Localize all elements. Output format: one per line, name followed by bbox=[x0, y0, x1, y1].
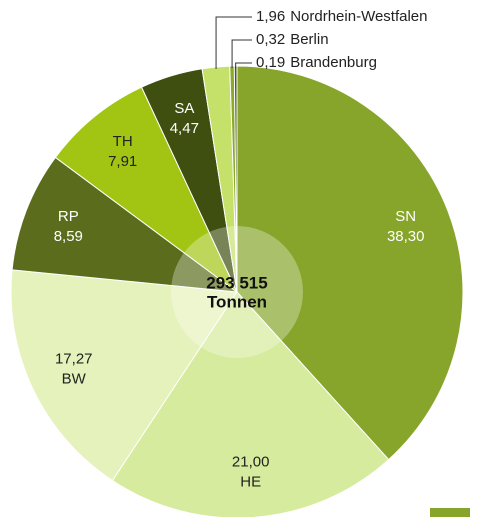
slice-value: 7,91 bbox=[108, 153, 137, 170]
pie-slice bbox=[111, 291, 390, 517]
pie-slice bbox=[54, 86, 238, 293]
slice-label: HE bbox=[240, 473, 261, 490]
center-text: 293 515 bbox=[206, 273, 267, 292]
slice-label: RP bbox=[58, 208, 79, 225]
center-text: Tonnen bbox=[207, 292, 267, 311]
leader-line bbox=[231, 39, 252, 69]
slice-value: 0,32 bbox=[256, 31, 285, 48]
decoration bbox=[430, 508, 470, 517]
slice-value: 1,96 bbox=[256, 8, 285, 25]
slice-value: 38,30 bbox=[387, 228, 425, 245]
leader-line bbox=[235, 62, 252, 69]
small-label: 0,32 Berlin bbox=[256, 31, 329, 48]
slice-label: BW bbox=[62, 371, 87, 388]
slice-value: 0,19 bbox=[256, 54, 285, 71]
slice-label: Berlin bbox=[290, 31, 328, 48]
leader-line bbox=[215, 16, 252, 69]
small-label: 1,96 Nordrhein-Westfalen bbox=[256, 8, 428, 25]
pie-slice bbox=[10, 269, 238, 482]
slice-label: SN bbox=[395, 208, 416, 225]
pie-slice bbox=[236, 65, 464, 461]
slice-value: 21,00 bbox=[232, 453, 270, 470]
slice-value: 4,47 bbox=[170, 120, 199, 137]
slice-label: Brandenburg bbox=[290, 54, 377, 71]
slice-label: TH bbox=[113, 133, 133, 150]
small-label: 0,19 Brandenburg bbox=[256, 54, 377, 71]
slice-label: SA bbox=[174, 100, 194, 117]
slice-value: 8,59 bbox=[54, 228, 83, 245]
slice-label: Nordrhein-Westfalen bbox=[290, 8, 427, 25]
slice-value: 17,27 bbox=[55, 351, 93, 368]
center-circle bbox=[171, 226, 303, 358]
pie-slice bbox=[11, 156, 239, 293]
